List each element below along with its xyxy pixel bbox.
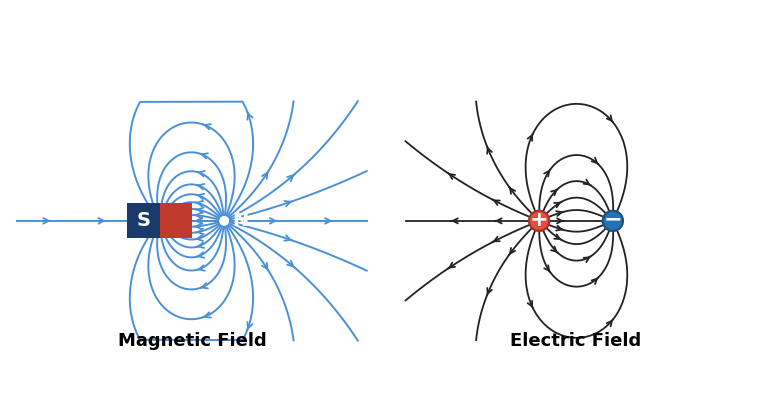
Bar: [160, 203, 192, 238]
Text: +: +: [530, 210, 548, 230]
Circle shape: [603, 211, 623, 231]
Text: Magnetic Field vs.  Electric Field: Magnetic Field vs. Electric Field: [130, 13, 638, 40]
Text: Magnetic Field: Magnetic Field: [118, 332, 266, 350]
Circle shape: [529, 211, 549, 231]
Bar: [127, 203, 160, 238]
Text: Electric Field: Electric Field: [511, 332, 641, 350]
Text: S: S: [137, 211, 151, 230]
Text: −: −: [604, 210, 622, 230]
Text: N: N: [232, 211, 249, 230]
